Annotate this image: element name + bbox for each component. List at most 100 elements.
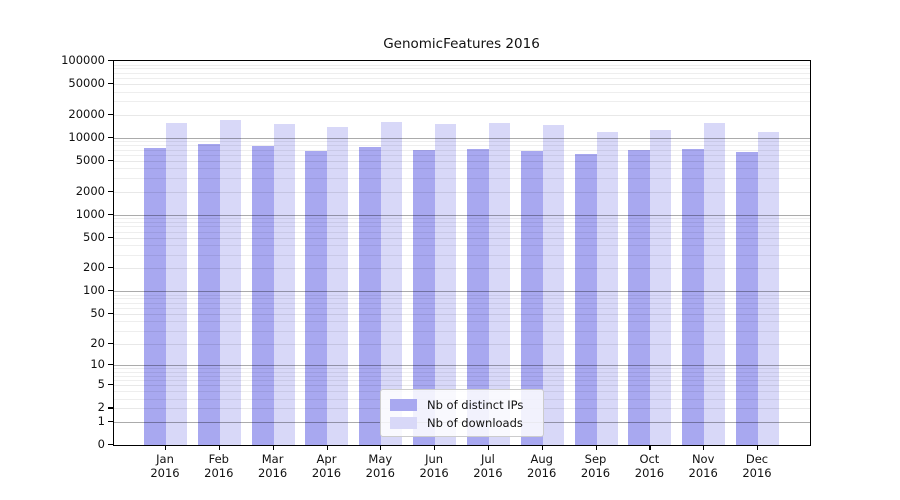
gridline-50 — [114, 313, 810, 315]
gridline-minor-80000 — [114, 68, 810, 70]
bar-downloads-aug — [542, 125, 564, 445]
gridline-major-1000 — [114, 214, 810, 216]
x-tick-label-nov: Nov 2016 — [688, 452, 718, 480]
gridline-minor-7 — [114, 375, 810, 377]
chart-title: GenomicFeatures 2016 — [383, 36, 540, 52]
x-tick-nov — [703, 445, 705, 450]
x-tick-apr — [326, 445, 328, 450]
x-tick-label-jul: Jul 2016 — [473, 452, 503, 480]
y-tick-label-50: 50 — [90, 305, 105, 320]
x-tick-feb — [218, 445, 220, 450]
bar-distinct-ips-aug — [520, 150, 543, 445]
bar-distinct-ips-oct — [628, 150, 651, 445]
x-tick-label-sep: Sep 2016 — [580, 452, 611, 480]
y-tick-label-2: 2 — [97, 400, 105, 415]
bar-downloads-sep — [596, 131, 618, 445]
y-tick-label-500: 500 — [83, 229, 105, 244]
y-tick-label-1000: 1000 — [75, 206, 105, 221]
y-tick-label-0: 0 — [97, 437, 105, 451]
bar-downloads-jan — [166, 123, 187, 445]
gridline-minor-8000 — [114, 145, 810, 147]
y-tick-5000 — [108, 159, 113, 162]
y-tick-2 — [108, 407, 113, 409]
gridline-minor-400 — [114, 245, 810, 247]
y-tick-20 — [108, 342, 113, 344]
x-tick-label-oct: Oct 2016 — [634, 452, 665, 480]
gridline-5000 — [114, 160, 810, 162]
y-tick-label-2000: 2000 — [75, 183, 105, 198]
y-tick-label-10000: 10000 — [68, 129, 105, 144]
gridline-20 — [114, 343, 810, 345]
gridline-minor-40 — [114, 321, 810, 323]
gridline-minor-40000 — [114, 91, 810, 93]
gridline-minor-30000 — [114, 101, 810, 103]
bar-distinct-ips-mar — [251, 145, 274, 445]
plot-area — [113, 60, 811, 446]
y-tick-500 — [108, 236, 113, 238]
legend-swatch-downloads — [390, 417, 417, 429]
x-tick-label-apr: Apr 2016 — [311, 452, 342, 480]
y-tick-label-20000: 20000 — [68, 106, 105, 121]
y-tick-label-1: 1 — [97, 413, 105, 428]
gridline-minor-8 — [114, 371, 810, 373]
x-tick-dec — [757, 445, 759, 450]
bar-distinct-ips-dec — [736, 152, 758, 445]
gridline-major-10000 — [114, 137, 810, 139]
gridline-minor-900 — [114, 218, 810, 220]
y-tick-200 — [108, 267, 113, 269]
gridline-minor-6000 — [114, 154, 810, 156]
gridline-minor-7000 — [114, 149, 810, 151]
gridline-minor-6 — [114, 380, 810, 382]
x-tick-jan — [165, 445, 167, 450]
bar-downloads-apr — [327, 126, 349, 445]
gridline-minor-70 — [114, 302, 810, 304]
bar-downloads-nov — [704, 123, 726, 445]
x-tick-jul — [487, 445, 490, 450]
x-tick-label-jan: Jan 2016 — [150, 452, 180, 480]
x-tick-label-dec: Dec 2016 — [742, 452, 772, 480]
y-tick-label-10: 10 — [90, 357, 105, 371]
y-tick-label-5: 5 — [97, 377, 105, 392]
bar-distinct-ips-apr — [305, 150, 328, 445]
legend-swatch-distinct-ips — [390, 399, 417, 411]
gridline-minor-300 — [114, 254, 810, 256]
x-tick-oct — [649, 445, 651, 450]
x-tick-sep — [595, 445, 597, 450]
bar-distinct-ips-jan — [144, 148, 166, 445]
y-tick-50 — [108, 312, 113, 315]
x-tick-label-mar: Mar 2016 — [257, 452, 288, 480]
x-tick-may — [380, 445, 382, 450]
bar-downloads-jun — [435, 124, 457, 445]
legend-row-distinct-ips: Nb of distinct IPs — [390, 396, 534, 414]
x-tick-aug — [541, 445, 543, 450]
y-tick-label-20: 20 — [90, 335, 105, 350]
bar-downloads-may — [381, 121, 403, 445]
gridline-minor-90000 — [114, 64, 810, 66]
gridline-major-10 — [114, 365, 810, 366]
y-tick-0 — [108, 444, 113, 446]
legend-row-downloads: Nb of downloads — [390, 414, 534, 432]
gridline-minor-60000 — [114, 78, 810, 79]
y-tick-100 — [108, 290, 113, 292]
y-tick-50000 — [108, 83, 113, 85]
y-tick-2000 — [108, 190, 113, 192]
x-tick-label-may: May 2016 — [365, 452, 395, 480]
gridline-200 — [114, 268, 810, 270]
gridline-minor-80 — [114, 298, 810, 300]
gridline-major-100 — [114, 291, 810, 293]
bar-distinct-ips-nov — [682, 149, 705, 445]
bar-downloads-jul — [488, 123, 510, 445]
y-tick-20000 — [108, 113, 113, 115]
bar-distinct-ips-feb — [197, 143, 220, 445]
gridline-20000 — [114, 114, 810, 116]
bar-downloads-oct — [650, 129, 672, 445]
bar-distinct-ips-jun — [413, 149, 436, 445]
chart-legend: Nb of distinct IPs Nb of downloads — [380, 389, 544, 437]
y-tick-10000 — [108, 136, 113, 138]
y-tick-label-5000: 5000 — [75, 152, 105, 167]
x-tick-mar — [272, 445, 274, 450]
gridline-minor-700 — [114, 226, 810, 228]
gridline-2000 — [114, 191, 810, 193]
legend-label-downloads: Nb of downloads — [427, 416, 523, 430]
